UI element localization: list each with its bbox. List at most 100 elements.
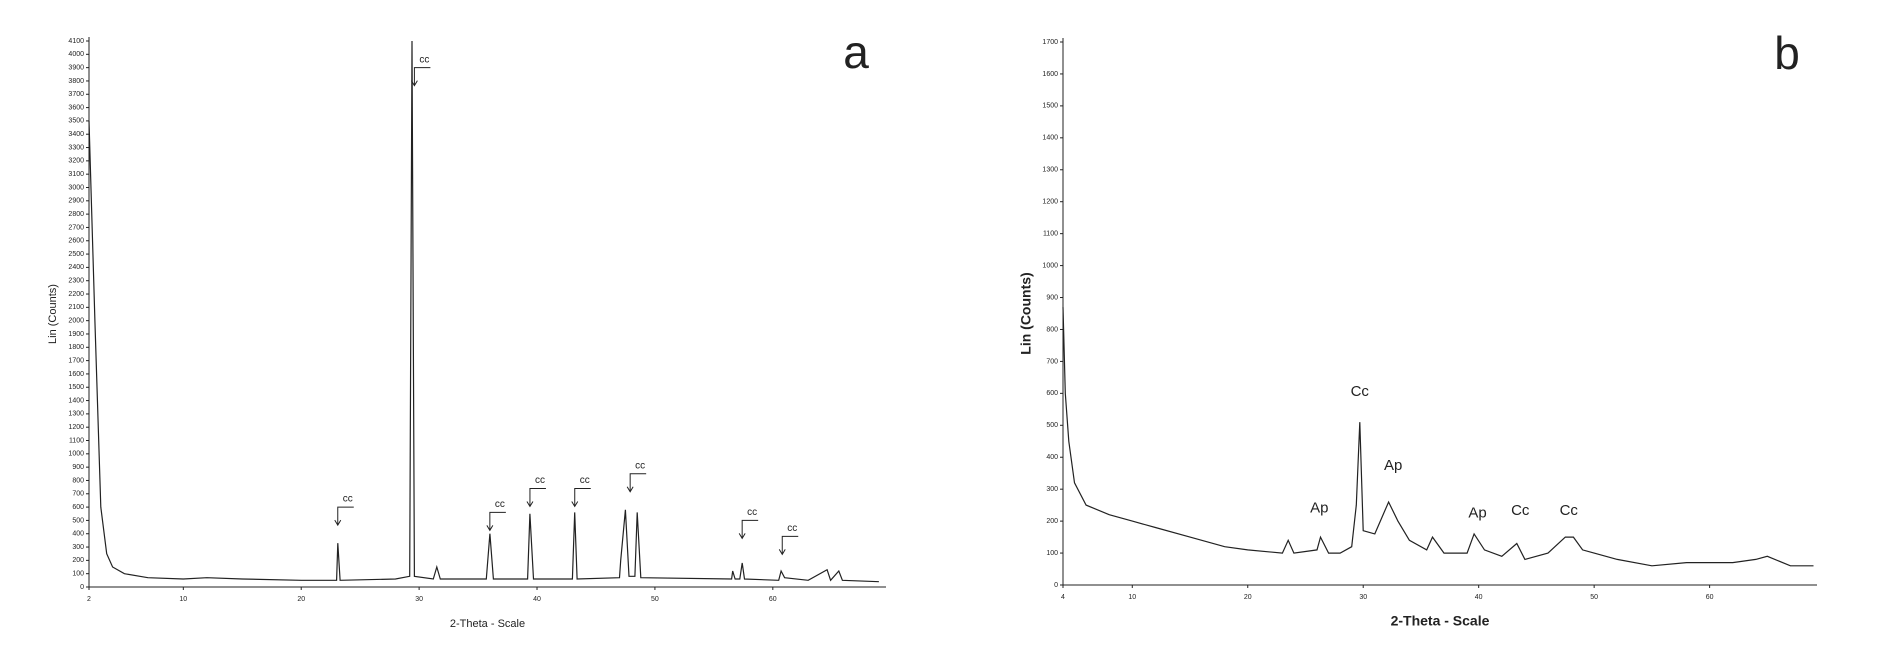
y-tick-label: 800	[72, 477, 84, 484]
y-tick-label: 1500	[68, 384, 84, 391]
pattern-line	[1062, 307, 1814, 567]
y-tick-label: 3000	[68, 184, 84, 191]
y-tick-label: 3400	[68, 131, 84, 138]
y-tick-label: 300	[72, 544, 84, 551]
y-tick-label: 1000	[68, 451, 84, 458]
y-tick-label: 1900	[68, 331, 84, 338]
x-tick-label: 4	[1061, 594, 1065, 601]
annotation: Ap	[1310, 499, 1328, 516]
x-tick-label: 10	[179, 596, 187, 603]
y-tick-label: 2100	[68, 304, 84, 311]
annotation-arrow	[571, 487, 591, 508]
y-tick-label: 0	[1054, 582, 1058, 589]
x-tick-label: 20	[1244, 594, 1252, 601]
x-tick-label: 40	[533, 596, 541, 603]
y-tick-label: 2500	[68, 251, 84, 258]
y-tick-label: 3600	[68, 104, 84, 111]
annotation: Cc	[1351, 383, 1370, 400]
y-tick-label: 3100	[68, 171, 84, 178]
y-tick-label: 400	[1046, 454, 1058, 461]
panel-label: a	[843, 26, 869, 78]
y-tick-label: 600	[1046, 390, 1058, 397]
x-axis-label: 2-Theta - Scale	[1391, 613, 1490, 629]
y-tick-label: 400	[72, 531, 84, 538]
annotation: cc	[747, 507, 757, 518]
y-axis-label: Lin (Counts)	[1018, 272, 1034, 354]
y-tick-label: 3700	[68, 91, 84, 98]
y-tick-label: 500	[1046, 422, 1058, 429]
y-tick-label: 2200	[68, 291, 84, 298]
y-tick-label: 800	[1046, 326, 1058, 333]
y-tick-label: 100	[72, 571, 84, 578]
annotation: Cc	[1560, 502, 1579, 519]
y-tick-label: 4100	[68, 38, 84, 45]
annotation-arrow	[410, 67, 431, 87]
y-tick-label: 3500	[68, 118, 84, 125]
y-tick-label: 900	[72, 464, 84, 471]
annotation: Cc	[1511, 502, 1530, 519]
annotation-arrow	[778, 535, 799, 556]
y-tick-label: 4000	[68, 51, 84, 58]
x-tick-label: 50	[1590, 594, 1598, 601]
x-tick-label: 2	[87, 596, 91, 603]
y-tick-label: 500	[72, 517, 84, 524]
y-tick-label: 2700	[68, 224, 84, 231]
y-tick-label: 2300	[68, 278, 84, 285]
y-tick-label: 1200	[1042, 199, 1058, 206]
y-tick-label: 3800	[68, 78, 84, 85]
y-tick-label: 900	[1046, 294, 1058, 301]
annotation: Ap	[1384, 457, 1402, 474]
y-tick-label: 300	[1046, 486, 1058, 493]
x-tick-label: 60	[769, 596, 777, 603]
annotation-arrow	[334, 506, 354, 527]
y-tick-label: 3200	[68, 158, 84, 165]
annotation-arrow	[626, 473, 647, 493]
y-tick-label: 600	[72, 504, 84, 511]
y-tick-label: 2400	[68, 264, 84, 271]
y-tick-label: 0	[80, 584, 84, 591]
y-tick-label: 700	[1046, 358, 1058, 365]
y-tick-label: 1600	[1042, 71, 1058, 78]
y-tick-label: 1300	[68, 411, 84, 418]
y-axis-label: Lin (Counts)	[47, 284, 59, 344]
annotation: cc	[535, 475, 545, 486]
y-tick-label: 3900	[68, 64, 84, 71]
x-tick-label: 20	[297, 596, 305, 603]
y-tick-label: 700	[72, 491, 84, 498]
x-tick-label: 10	[1128, 594, 1136, 601]
annotation: cc	[635, 460, 645, 471]
x-axis-label: 2-Theta - Scale	[450, 618, 525, 630]
annotation-arrow	[738, 519, 759, 540]
y-tick-label: 1400	[68, 397, 84, 404]
y-tick-label: 1200	[68, 424, 84, 431]
y-tick-label: 200	[72, 557, 84, 564]
y-tick-label: 1800	[68, 344, 84, 351]
y-tick-label: 200	[1046, 518, 1058, 525]
panel-label: b	[1774, 27, 1800, 79]
annotation: cc	[580, 475, 590, 486]
y-tick-label: 1100	[69, 437, 84, 444]
annotation: cc	[343, 494, 353, 505]
annotation: cc	[419, 54, 429, 65]
annotation: cc	[495, 499, 505, 510]
x-tick-label: 40	[1475, 594, 1483, 601]
annotation: Ap	[1468, 504, 1486, 521]
y-tick-label: 1600	[68, 371, 84, 378]
y-tick-label: 1100	[1043, 230, 1058, 237]
y-tick-label: 2600	[68, 238, 84, 245]
annotation: cc	[787, 523, 797, 534]
x-tick-label: 60	[1706, 594, 1714, 601]
y-tick-label: 100	[1046, 550, 1058, 557]
y-tick-label: 2900	[68, 198, 84, 205]
x-tick-label: 50	[651, 596, 659, 603]
y-tick-label: 1300	[1042, 167, 1058, 174]
x-tick-label: 30	[1359, 594, 1367, 601]
y-tick-label: 2800	[68, 211, 84, 218]
y-tick-label: 2000	[68, 318, 84, 325]
y-tick-label: 1700	[1042, 39, 1058, 46]
y-tick-label: 3300	[68, 144, 84, 151]
y-tick-label: 1000	[1042, 262, 1058, 269]
y-tick-label: 1500	[1042, 103, 1058, 110]
annotation-arrow	[486, 511, 506, 532]
